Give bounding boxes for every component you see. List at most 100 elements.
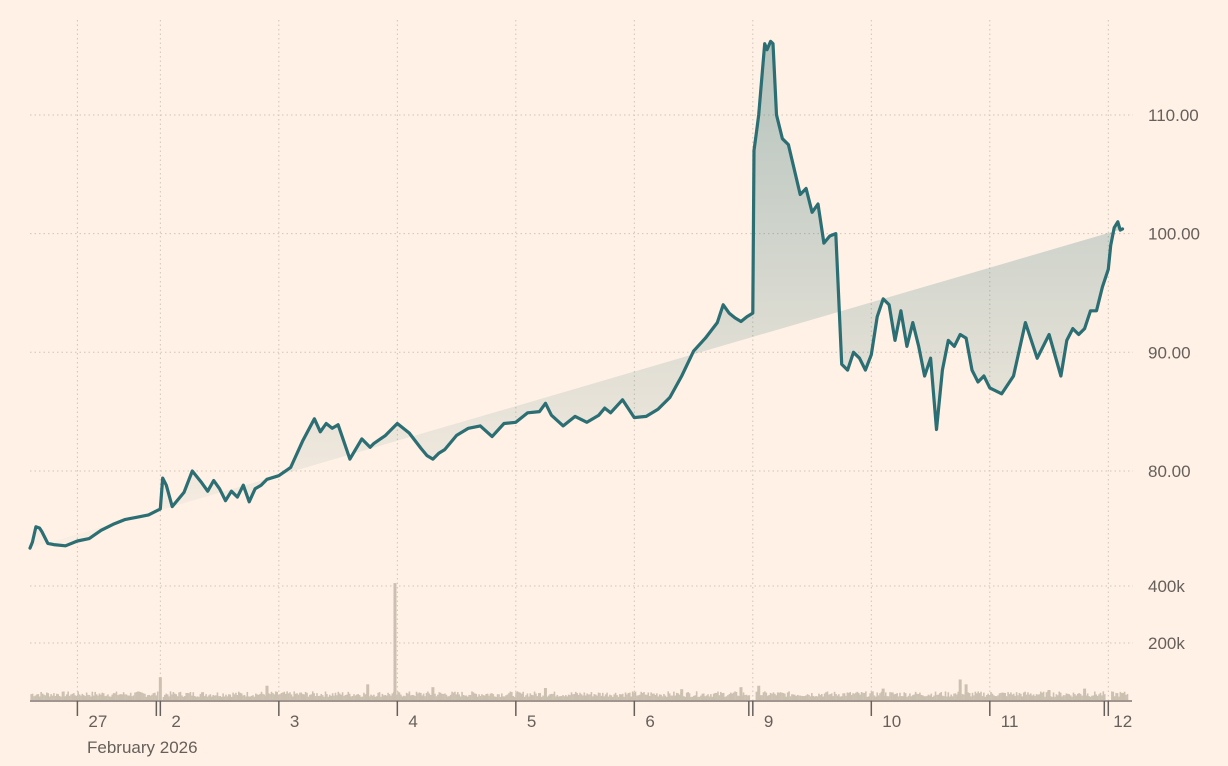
volume-bar bbox=[215, 695, 217, 700]
volume-bar bbox=[255, 693, 257, 700]
volume-bar bbox=[149, 695, 152, 700]
volume-bar bbox=[1037, 694, 1039, 700]
volume-bar bbox=[1051, 696, 1053, 700]
volume-bar bbox=[377, 692, 379, 700]
volume-bar bbox=[1086, 693, 1089, 700]
volume-bar bbox=[304, 691, 307, 700]
volume-bar bbox=[806, 694, 809, 700]
y-tick-label: 100.00 bbox=[1148, 225, 1200, 244]
volume-bar bbox=[872, 691, 874, 700]
volume-bar bbox=[609, 694, 611, 700]
volume-bar bbox=[985, 694, 988, 700]
volume-bar bbox=[573, 694, 576, 700]
volume-bar bbox=[401, 696, 404, 700]
volume-bar bbox=[299, 692, 301, 700]
volume-bar bbox=[145, 696, 148, 700]
volume-bar bbox=[115, 691, 118, 700]
volume-bar bbox=[222, 693, 224, 700]
volume-bar bbox=[405, 692, 408, 700]
volume-bar bbox=[921, 695, 924, 700]
volume-bar bbox=[383, 695, 385, 700]
volume-bar bbox=[384, 694, 387, 700]
volume-bar bbox=[1008, 694, 1011, 700]
volume-bar bbox=[64, 696, 67, 700]
volume-bar bbox=[229, 694, 232, 700]
volume-bar bbox=[693, 695, 695, 700]
volume-bar bbox=[562, 695, 564, 700]
volume-bar bbox=[202, 692, 205, 700]
volume-bar bbox=[1092, 695, 1095, 700]
volume-bar bbox=[419, 692, 422, 700]
volume-bar bbox=[454, 691, 456, 700]
volume-bar bbox=[906, 696, 908, 700]
volume-bar bbox=[250, 695, 253, 700]
volume-bar bbox=[849, 691, 852, 700]
volume-bar bbox=[944, 691, 947, 700]
volume-bar bbox=[1061, 696, 1063, 700]
volume-bar bbox=[303, 694, 305, 700]
volume-bar bbox=[629, 692, 631, 700]
volume-bar bbox=[869, 693, 871, 700]
volume-bar bbox=[1102, 691, 1105, 700]
volume-bar bbox=[881, 688, 885, 700]
volume-bar bbox=[611, 696, 614, 700]
volume-bar bbox=[650, 692, 652, 700]
volume-bar bbox=[525, 695, 527, 700]
volume-bar bbox=[1113, 696, 1116, 700]
volume-bar bbox=[924, 696, 927, 700]
volume-bar bbox=[613, 694, 615, 700]
volume-bar bbox=[326, 694, 328, 700]
volume-bar bbox=[718, 695, 721, 700]
volume-bar bbox=[97, 695, 99, 700]
x-axis bbox=[30, 700, 1132, 716]
volume-bar bbox=[1076, 693, 1079, 700]
volume-bar bbox=[520, 693, 523, 700]
volume-bar bbox=[975, 693, 978, 700]
volume-bar bbox=[209, 694, 212, 700]
volume-bar bbox=[101, 692, 104, 700]
volume-bar bbox=[483, 695, 486, 700]
volume-bar bbox=[560, 696, 563, 700]
volume-bar bbox=[334, 692, 337, 700]
volume-bar bbox=[684, 696, 687, 700]
volume-bar bbox=[603, 696, 606, 700]
volume-bar bbox=[530, 694, 533, 700]
volume-bar bbox=[347, 691, 350, 700]
volume-bar bbox=[909, 693, 911, 700]
volume-bar bbox=[129, 692, 132, 700]
volume-bar bbox=[805, 695, 807, 700]
volume-bar bbox=[657, 696, 660, 700]
volume-bar bbox=[37, 694, 40, 700]
volume-bar bbox=[31, 693, 34, 700]
volume-bar bbox=[336, 695, 338, 700]
month-label: February 2026 bbox=[87, 738, 198, 757]
volume-bar bbox=[670, 695, 672, 700]
volume-bar bbox=[293, 691, 296, 700]
volume-bar bbox=[850, 694, 853, 700]
volume-bar bbox=[939, 693, 941, 700]
volume-bar bbox=[621, 693, 624, 700]
volume-bar bbox=[276, 691, 278, 700]
volume-bar bbox=[664, 695, 667, 700]
volume-bar bbox=[1112, 691, 1115, 700]
volume-bar bbox=[55, 693, 58, 700]
volume-bar bbox=[216, 692, 219, 700]
volume-bar bbox=[485, 693, 488, 700]
volume-bar bbox=[1004, 693, 1007, 700]
volume-bar bbox=[108, 696, 111, 700]
volume-bar bbox=[404, 696, 406, 700]
volume-bar bbox=[697, 696, 699, 700]
volume-bar bbox=[816, 696, 819, 700]
volume-bar bbox=[139, 692, 142, 700]
volume-bar bbox=[233, 694, 236, 700]
volume-bar bbox=[418, 692, 421, 700]
volume-bar bbox=[462, 694, 465, 700]
volume-bar bbox=[475, 693, 478, 700]
volume-bar bbox=[340, 694, 342, 700]
volume-bar bbox=[44, 695, 47, 700]
volume-bar bbox=[602, 692, 604, 700]
volume-bar bbox=[599, 693, 601, 700]
volume-bar bbox=[98, 693, 101, 700]
volume-bar bbox=[498, 694, 500, 700]
x-axis-labels: 27 2 3 4 5 6 9 10 11 12 February 2026 bbox=[87, 712, 1132, 757]
